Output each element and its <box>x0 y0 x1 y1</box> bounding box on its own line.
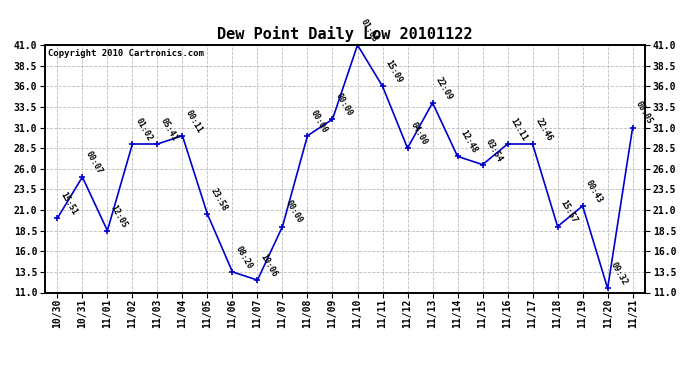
Text: 08:20: 08:20 <box>234 244 254 270</box>
Text: 15:51: 15:51 <box>59 191 79 217</box>
Text: 01:02: 01:02 <box>134 117 154 142</box>
Text: 15:57: 15:57 <box>559 199 580 225</box>
Text: 09:32: 09:32 <box>609 261 629 287</box>
Text: 04:00: 04:00 <box>409 121 429 147</box>
Text: 00:05: 00:05 <box>634 100 654 126</box>
Text: 15:09: 15:09 <box>384 59 404 85</box>
Text: 00:00: 00:00 <box>334 92 354 118</box>
Text: 00:00: 00:00 <box>309 108 329 134</box>
Text: 01:08: 01:08 <box>359 18 380 44</box>
Text: 05:41: 05:41 <box>159 117 179 142</box>
Text: 00:11: 00:11 <box>184 108 204 134</box>
Text: 10:06: 10:06 <box>259 253 279 279</box>
Text: 22:46: 22:46 <box>534 117 554 142</box>
Text: 12:05: 12:05 <box>109 203 129 229</box>
Text: 00:07: 00:07 <box>83 150 104 176</box>
Text: 12:11: 12:11 <box>509 117 529 142</box>
Title: Dew Point Daily Low 20101122: Dew Point Daily Low 20101122 <box>217 27 473 42</box>
Text: 23:58: 23:58 <box>209 187 229 213</box>
Text: 00:00: 00:00 <box>284 199 304 225</box>
Text: Copyright 2010 Cartronics.com: Copyright 2010 Cartronics.com <box>48 49 204 58</box>
Text: 22:09: 22:09 <box>434 75 454 101</box>
Text: 00:43: 00:43 <box>584 178 604 204</box>
Text: 12:48: 12:48 <box>459 129 480 155</box>
Text: 03:54: 03:54 <box>484 137 504 163</box>
